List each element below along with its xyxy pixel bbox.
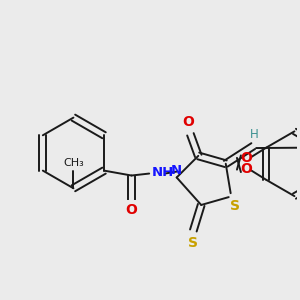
Text: O: O: [240, 162, 252, 176]
Text: S: S: [230, 199, 240, 213]
Text: O: O: [182, 116, 194, 129]
Text: O: O: [240, 151, 252, 165]
Text: NH: NH: [152, 166, 174, 179]
Text: O: O: [126, 203, 137, 217]
Text: H: H: [250, 128, 259, 141]
Text: S: S: [188, 236, 198, 250]
Text: CH₃: CH₃: [63, 158, 84, 168]
Text: N: N: [171, 164, 182, 177]
